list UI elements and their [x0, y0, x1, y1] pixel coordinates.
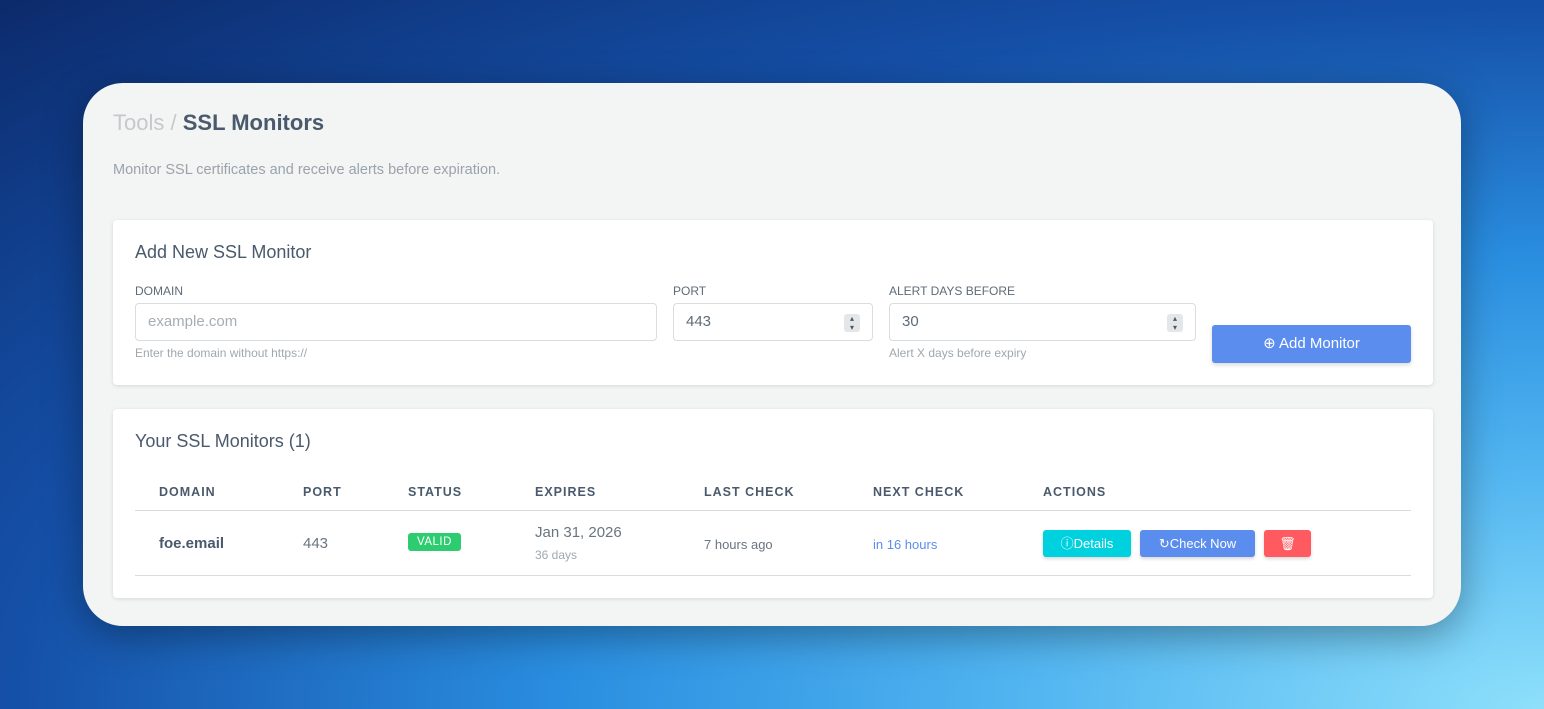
page-title: SSL Monitors [182, 110, 325, 135]
details-label: Details [1073, 536, 1114, 551]
domain-input[interactable]: example.com [135, 303, 657, 341]
trash-icon: 🗑 [1279, 536, 1296, 551]
column-header: EXPIRES [535, 485, 597, 499]
alert-days-label: ALERT DAYS BEFORE [889, 284, 1016, 298]
column-header: DOMAIN [159, 485, 216, 499]
stepper-icon[interactable]: ▴ ▾ [844, 314, 860, 332]
row-expires: Jan 31, 2026 [535, 524, 622, 541]
row-expires-in: 36 days [535, 548, 578, 562]
card-title: Your SSL Monitors (1) [135, 431, 311, 451]
stepper-icon[interactable]: ▴ ▾ [1167, 314, 1183, 332]
row-next-check: in 16 hours [873, 537, 938, 552]
divider [135, 510, 1411, 511]
check-now-button[interactable]: ↻Check Now [1140, 530, 1255, 557]
port-value: 443 [686, 313, 712, 330]
row-last-check: 7 hours ago [704, 537, 773, 552]
column-header: STATUS [408, 485, 463, 499]
card-title: Add New SSL Monitor [135, 242, 312, 262]
info-icon: ⓘ [1060, 536, 1074, 551]
column-header: NEXT CHECK [873, 485, 965, 499]
port-label: PORT [673, 284, 707, 298]
row-port: 443 [303, 535, 329, 552]
column-header: PORT [303, 485, 342, 499]
delete-button[interactable]: 🗑 [1264, 530, 1311, 557]
details-button[interactable]: ⓘDetails [1043, 530, 1131, 557]
app-window: Tools / SSL Monitors Monitor SSL certifi… [83, 83, 1461, 626]
check-now-label: Check Now [1169, 536, 1237, 551]
domain-label: DOMAIN [135, 284, 183, 298]
column-header: ACTIONS [1043, 485, 1107, 499]
add-monitor-button[interactable]: ⊕ Add Monitor [1212, 325, 1411, 363]
monitors-card: Your SSL Monitors (1) DOMAIN PORT STATUS… [113, 409, 1433, 598]
domain-help: Enter the domain without https:// [135, 346, 308, 360]
page-subtitle: Monitor SSL certificates and receive ale… [113, 162, 501, 178]
add-monitor-card: Add New SSL Monitor DOMAIN example.com E… [113, 220, 1433, 385]
port-input[interactable]: 443 ▴ ▾ [673, 303, 873, 341]
plus-circle-icon: ⊕ [1263, 335, 1276, 352]
row-domain: foe.email [159, 535, 225, 552]
add-monitor-label: Add Monitor [1279, 335, 1360, 352]
alert-days-help: Alert X days before expiry [889, 346, 1027, 360]
status-badge: VALID [408, 533, 461, 551]
breadcrumb-parent[interactable]: Tools [113, 110, 165, 135]
refresh-icon: ↻ [1158, 536, 1170, 551]
divider [135, 575, 1411, 576]
alert-days-input[interactable]: 30 ▴ ▾ [889, 303, 1196, 341]
breadcrumb: Tools / SSL Monitors [113, 110, 324, 136]
breadcrumb-separator: / [170, 110, 177, 135]
column-header: LAST CHECK [704, 485, 795, 499]
alert-days-value: 30 [902, 313, 919, 330]
